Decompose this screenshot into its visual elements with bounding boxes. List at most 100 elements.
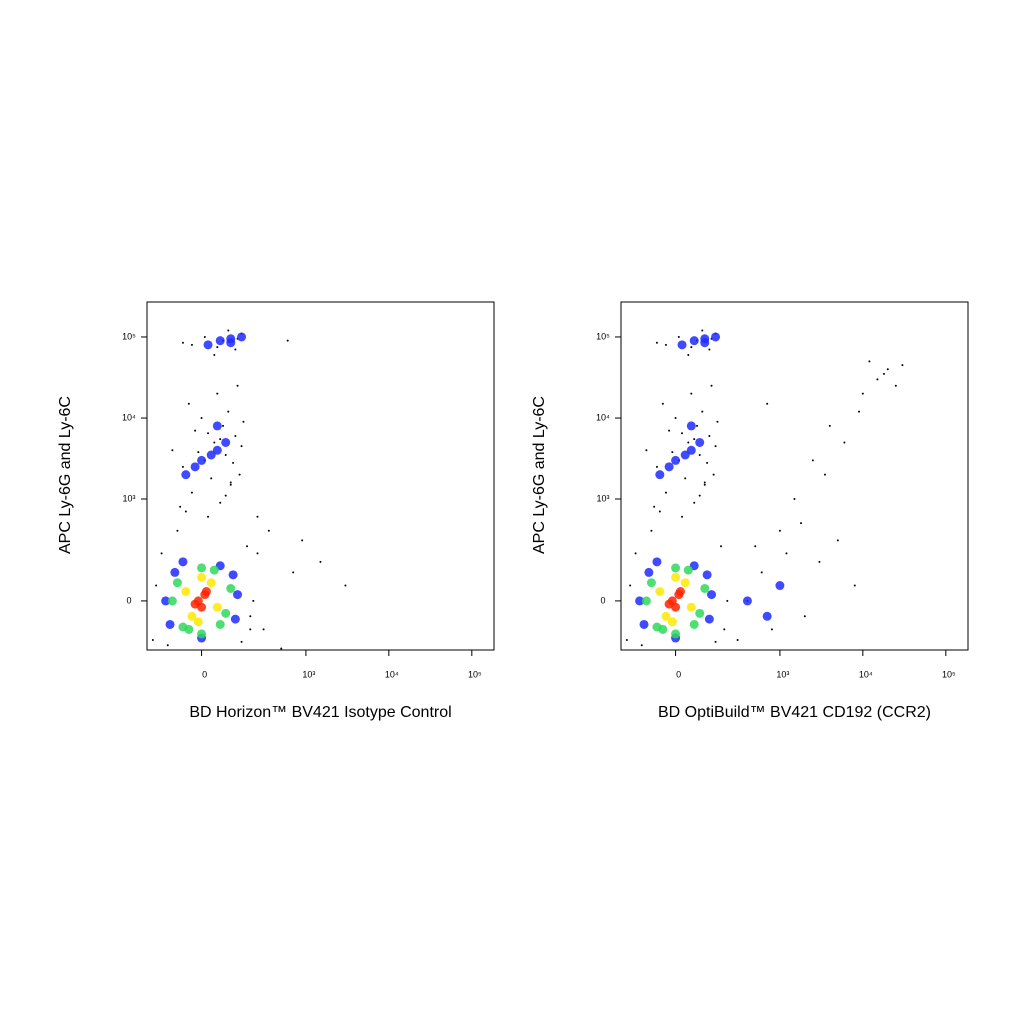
y-tick-label: 0 bbox=[126, 595, 131, 605]
data-point bbox=[754, 545, 757, 548]
data-point bbox=[723, 628, 726, 631]
data-point bbox=[652, 622, 662, 632]
data-point bbox=[181, 470, 191, 480]
data-point bbox=[704, 614, 714, 624]
data-point bbox=[868, 360, 871, 363]
y-tick-label: 10⁵ bbox=[122, 331, 136, 341]
data-point bbox=[197, 451, 200, 454]
x-tick-label: 10³ bbox=[302, 669, 315, 679]
data-point bbox=[686, 602, 696, 612]
data-point bbox=[708, 348, 711, 351]
data-point bbox=[700, 583, 710, 593]
data-point bbox=[212, 445, 222, 455]
data-point bbox=[625, 638, 628, 641]
data-point bbox=[803, 615, 806, 618]
data-point bbox=[770, 628, 773, 631]
data-point bbox=[176, 529, 179, 532]
data-point bbox=[661, 402, 664, 405]
data-point bbox=[179, 505, 182, 508]
data-point bbox=[160, 552, 163, 555]
data-point bbox=[242, 420, 245, 423]
y-tick-label: 10³ bbox=[122, 493, 135, 503]
data-point bbox=[151, 638, 154, 641]
data-point bbox=[876, 378, 879, 381]
data-point bbox=[883, 372, 886, 375]
data-point bbox=[190, 599, 200, 609]
data-point bbox=[170, 567, 180, 577]
data-point bbox=[230, 614, 240, 624]
data-point bbox=[793, 498, 796, 501]
data-point bbox=[693, 438, 696, 441]
data-point bbox=[267, 529, 270, 532]
data-point bbox=[301, 539, 304, 542]
data-point bbox=[172, 578, 182, 588]
data-point bbox=[286, 339, 289, 342]
data-point bbox=[203, 335, 206, 338]
x-tick-label: 0 bbox=[676, 669, 681, 679]
data-point bbox=[181, 341, 184, 344]
data-point bbox=[886, 368, 889, 371]
data-point bbox=[695, 437, 705, 447]
data-point bbox=[197, 563, 207, 573]
data-point bbox=[690, 346, 693, 349]
data-point bbox=[256, 515, 259, 518]
data-point bbox=[209, 565, 219, 575]
data-point bbox=[687, 441, 690, 444]
data-point bbox=[635, 596, 645, 606]
data-point bbox=[650, 529, 653, 532]
data-point bbox=[229, 483, 232, 486]
data-point bbox=[818, 560, 821, 563]
data-point bbox=[227, 329, 230, 332]
data-point bbox=[634, 552, 637, 555]
data-point bbox=[212, 602, 222, 612]
data-point bbox=[701, 410, 704, 413]
data-point bbox=[629, 584, 632, 587]
data-point bbox=[823, 473, 826, 476]
data-point bbox=[194, 429, 197, 432]
data-point bbox=[695, 608, 705, 618]
data-point bbox=[693, 501, 696, 504]
data-point bbox=[742, 596, 752, 606]
data-point bbox=[280, 647, 283, 650]
data-point bbox=[207, 515, 210, 518]
data-point bbox=[736, 638, 739, 641]
data-point bbox=[671, 455, 681, 465]
plot-frame bbox=[146, 301, 495, 651]
data-point bbox=[234, 435, 237, 438]
data-point bbox=[674, 417, 677, 420]
data-point bbox=[227, 410, 230, 413]
data-point bbox=[221, 608, 231, 618]
data-point bbox=[187, 402, 190, 405]
data-point bbox=[684, 477, 687, 480]
y-tick-label: 10⁴ bbox=[122, 412, 136, 422]
data-point bbox=[206, 578, 216, 588]
data-point bbox=[762, 611, 772, 621]
data-point bbox=[683, 565, 693, 575]
data-point bbox=[720, 545, 723, 548]
data-point bbox=[203, 340, 213, 350]
data-point bbox=[240, 640, 243, 643]
data-point bbox=[210, 477, 213, 480]
data-point bbox=[178, 557, 188, 567]
data-point bbox=[215, 619, 225, 629]
data-point bbox=[655, 587, 665, 597]
data-point bbox=[901, 364, 904, 367]
data-point bbox=[344, 584, 347, 587]
data-point bbox=[843, 441, 846, 444]
data-point bbox=[221, 437, 231, 447]
data-point bbox=[178, 622, 188, 632]
data-point bbox=[853, 584, 856, 587]
data-point bbox=[778, 529, 781, 532]
y-axis-label: APC Ly-6G and Ly-6C bbox=[531, 396, 548, 554]
data-point bbox=[702, 570, 712, 580]
data-point bbox=[226, 583, 236, 593]
data-point bbox=[652, 557, 662, 567]
data-point bbox=[252, 599, 255, 602]
data-point bbox=[216, 346, 219, 349]
data-point bbox=[677, 335, 680, 338]
data-point bbox=[653, 505, 656, 508]
data-point bbox=[664, 462, 674, 472]
data-point bbox=[696, 424, 699, 427]
data-point bbox=[256, 552, 259, 555]
data-point bbox=[677, 340, 687, 350]
